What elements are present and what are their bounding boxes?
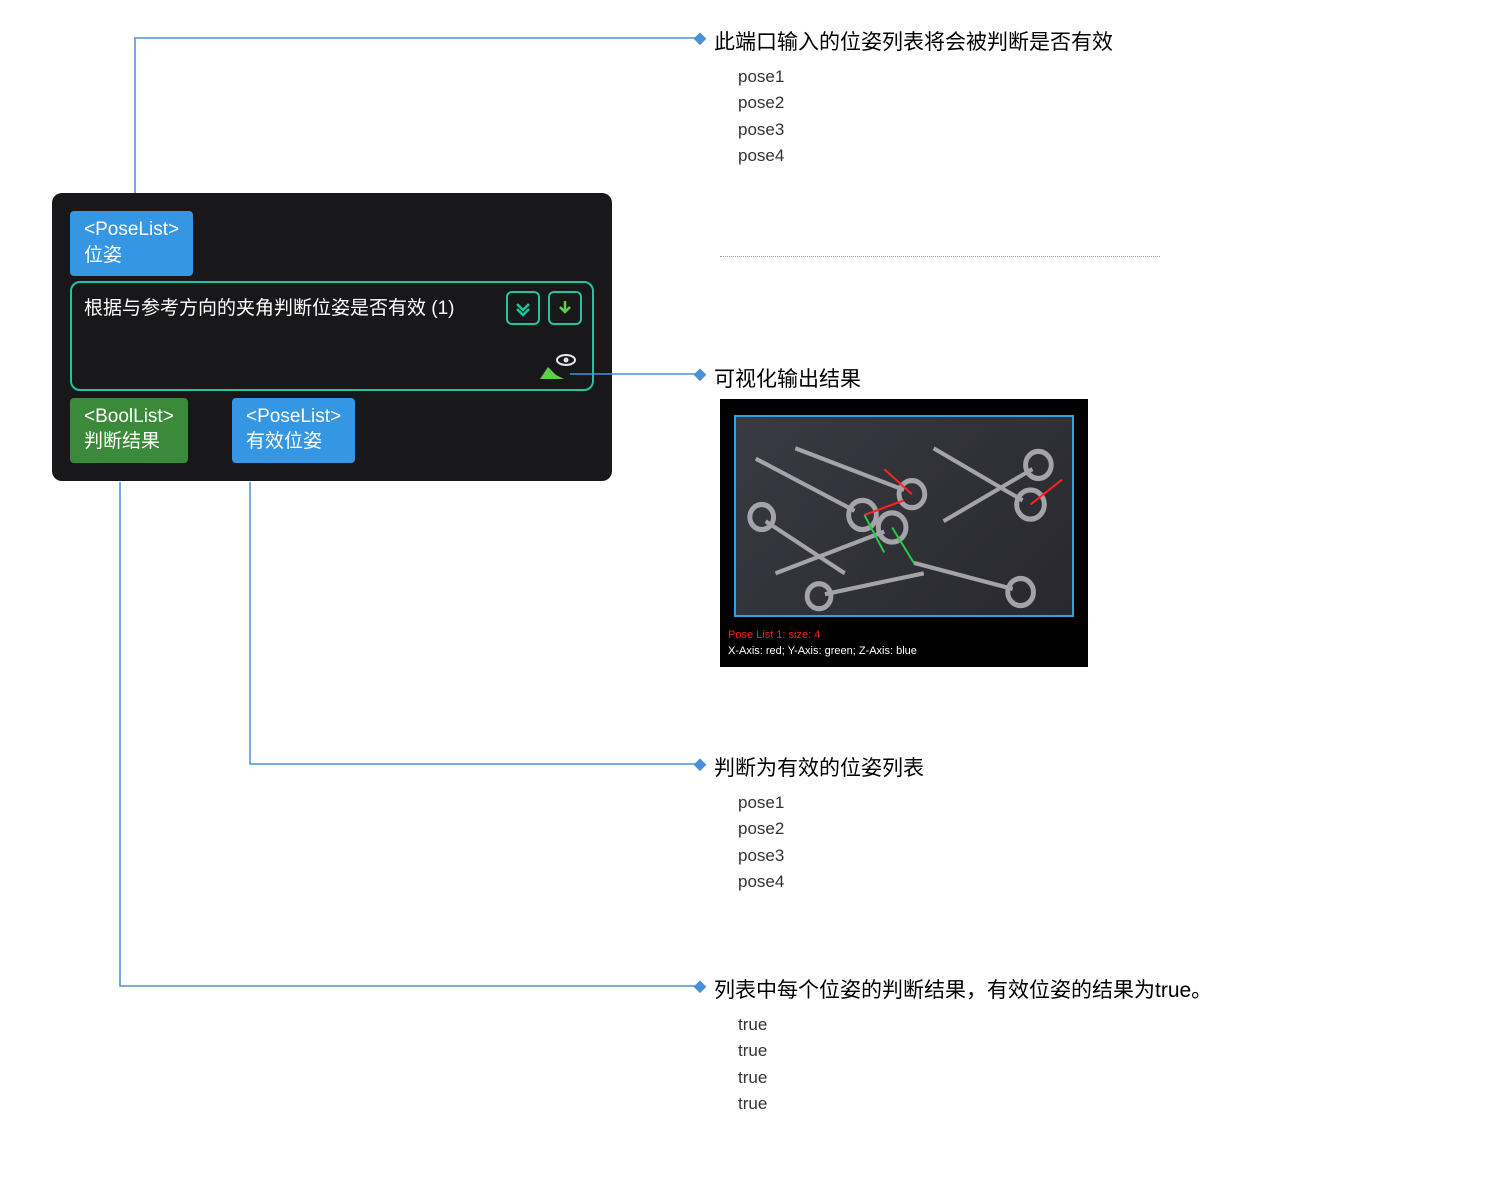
node-body: 根据与参考方向的夹角判断位姿是否有效 (1) <box>70 281 594 391</box>
list-item: pose2 <box>738 816 924 842</box>
annotation-title: 此端口输入的位姿列表将会被判断是否有效 <box>714 26 1113 56</box>
list-item: true <box>738 1065 1212 1091</box>
annotation-bool-results: 列表中每个位姿的判断结果，有效位姿的结果为true。 true true tru… <box>714 974 1212 1117</box>
list-item: pose3 <box>738 117 1113 143</box>
node-card: <PoseList> 位姿 根据与参考方向的夹角判断位姿是否有效 (1) <Bo… <box>52 193 612 481</box>
port-label: 判断结果 <box>84 429 174 455</box>
node-title: 根据与参考方向的夹角判断位姿是否有效 (1) <box>84 298 455 319</box>
visualize-icon[interactable] <box>538 353 578 381</box>
annotation-title: 可视化输出结果 <box>714 363 861 393</box>
viz-scene <box>734 415 1074 617</box>
list-item: true <box>738 1091 1212 1117</box>
download-button[interactable] <box>548 291 582 325</box>
output-port-pose[interactable]: <PoseList> 有效位姿 <box>232 398 355 463</box>
port-label: 有效位姿 <box>246 429 341 455</box>
divider <box>720 256 1160 257</box>
list-item: pose1 <box>738 790 924 816</box>
list-item: true <box>738 1038 1212 1064</box>
viz-caption-1: Pose List 1: size: 4 <box>728 629 820 641</box>
output-port-bool[interactable]: <BoolList> 判断结果 <box>70 398 188 463</box>
list-item: pose1 <box>738 64 1113 90</box>
list-item: pose2 <box>738 90 1113 116</box>
port-label: 位姿 <box>84 243 179 269</box>
list-item: pose4 <box>738 143 1113 169</box>
annotation-title: 列表中每个位姿的判断结果，有效位姿的结果为true。 <box>714 974 1212 1004</box>
annotation-viz: 可视化输出结果 <box>714 363 861 401</box>
expand-button[interactable] <box>506 291 540 325</box>
list-item: pose3 <box>738 843 924 869</box>
port-type: <BoolList> <box>84 404 174 430</box>
port-type: <PoseList> <box>246 404 341 430</box>
annotation-input: 此端口输入的位姿列表将会被判断是否有效 pose1 pose2 pose3 po… <box>714 26 1113 169</box>
list-item: true <box>738 1012 1212 1038</box>
annotation-valid-poses: 判断为有效的位姿列表 pose1 pose2 pose3 pose4 <box>714 752 924 895</box>
input-port-pose[interactable]: <PoseList> 位姿 <box>70 211 193 276</box>
viz-caption-2: X-Axis: red; Y-Axis: green; Z-Axis: blue <box>728 645 917 657</box>
list-item: pose4 <box>738 869 924 895</box>
port-type: <PoseList> <box>84 217 179 243</box>
annotation-title: 判断为有效的位姿列表 <box>714 752 924 782</box>
viz-preview: Pose List 1: size: 4 X-Axis: red; Y-Axis… <box>720 399 1088 667</box>
